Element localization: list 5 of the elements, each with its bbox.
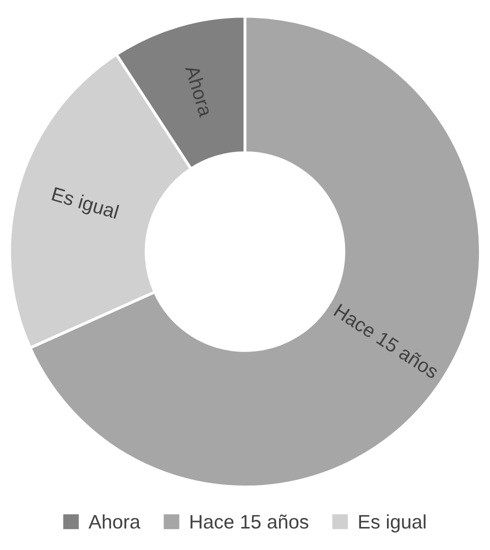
slice-label: Ahora: [184, 64, 214, 118]
legend-label: Es igual: [359, 514, 426, 532]
legend-label: Hace 15 años: [190, 514, 308, 529]
legend-label: Ahora: [88, 514, 140, 529]
slice-label: Es igual: [50, 186, 120, 223]
